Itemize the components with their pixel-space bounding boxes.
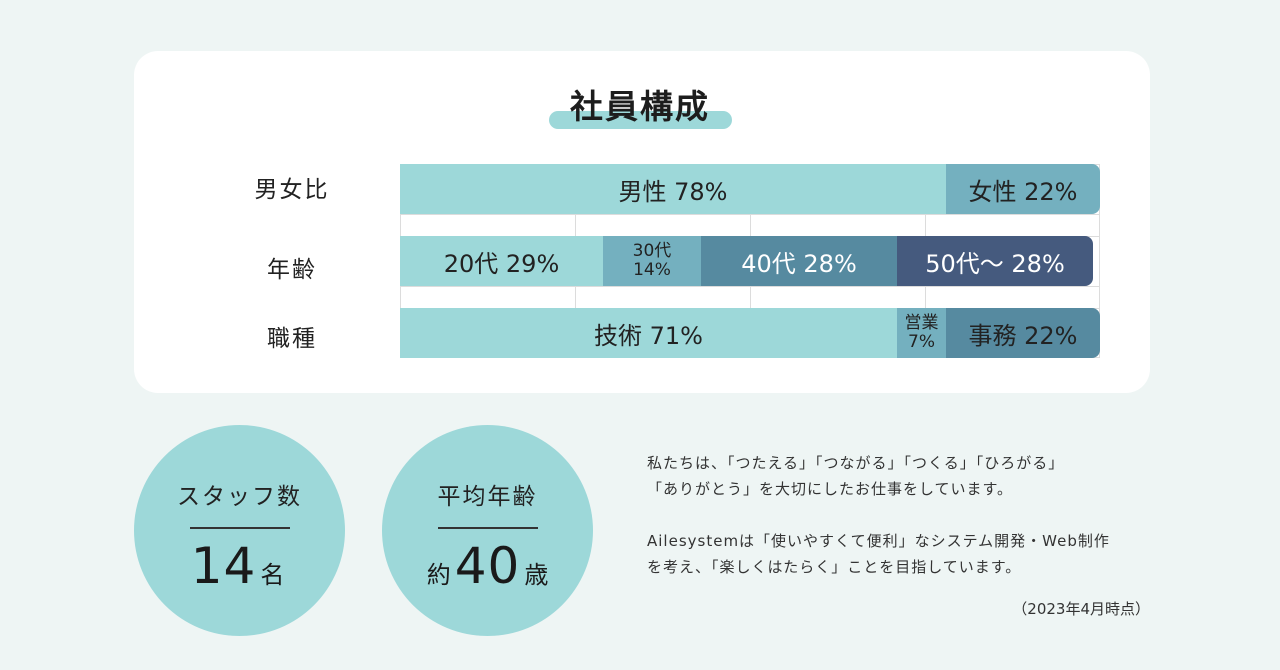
divider [438,527,538,529]
title-highlight [549,111,732,129]
average-age-circle: 平均年齢 約40 歳 [382,425,593,636]
company-description: 私たちは、「つたえる」「つながる」「つくる」「ひろがる」 「ありがとう」を大切に… [647,450,1167,580]
description-line: 私たちは、「つたえる」「つながる」「つくる」「ひろがる」 [647,454,1065,472]
date-note: （2023年4月時点） [1012,600,1150,618]
segment-value: 14% [633,260,671,280]
description-line: 「ありがとう」を大切にしたお仕事をしています。 [647,480,1014,498]
bar-row: 20代 29% 30代 14% 40代 28% 50代〜 28% [400,236,1093,286]
bar-segment: 30代 14% [603,236,701,286]
average-age-unit: 歳 [524,561,549,589]
bar-segment: 事務 22% [946,308,1100,358]
bar-row: 技術 71% 営業 7% 事務 22% [400,308,1100,358]
staff-count-label: スタッフ数 [177,484,302,510]
staff-count-value: 14 名 [134,537,345,595]
segment-label: 40代 28% [741,249,857,278]
grid-line [400,286,1100,287]
grid-line [400,214,1100,215]
row-label-gender: 男女比 [254,177,330,203]
bar-segment: 技術 71% [400,308,897,358]
bar-segment: 女性 22% [946,164,1100,214]
segment-label: 30代 [632,241,672,261]
average-age-prefix: 約 [426,561,451,589]
average-age-value: 約40 歳 [382,537,593,595]
segment-label: 営業 [904,313,939,333]
segment-label: 技術 71% [594,321,703,350]
bar-segment: 20代 29% [400,236,603,286]
row-label-age: 年齢 [267,257,317,283]
segment-value: 7% [908,332,935,352]
staff-count-circle: スタッフ数 14 名 [134,425,345,636]
description-line: を考え、「楽しくはたらく」ことを目指しています。 [647,558,1022,576]
bar-segment: 50代〜 28% [897,236,1093,286]
segment-label: 女性 22% [968,177,1078,206]
staff-count-unit: 名 [260,561,285,589]
bar-segment: 男性 78% [400,164,946,214]
divider [190,527,290,529]
segment-label: 20代 29% [443,249,560,278]
chart-title: 社員構成 [570,87,710,126]
bar-segment: 営業 7% [897,308,946,358]
bar-segment: 40代 28% [701,236,897,286]
row-label-job: 職種 [267,326,317,352]
grid-line [1099,164,1100,358]
description-line: Ailesystemは「使いやすくて便利」なシステム開発・Web制作 [647,532,1110,550]
average-age-number: 40 [454,537,521,595]
segment-label: 男性 78% [618,177,728,206]
segment-label: 事務 22% [968,321,1078,350]
staff-count-number: 14 [190,537,257,595]
segment-label: 50代〜 28% [925,249,1065,278]
bar-row: 男性 78% 女性 22% [400,164,1100,214]
average-age-label: 平均年齢 [437,484,538,510]
